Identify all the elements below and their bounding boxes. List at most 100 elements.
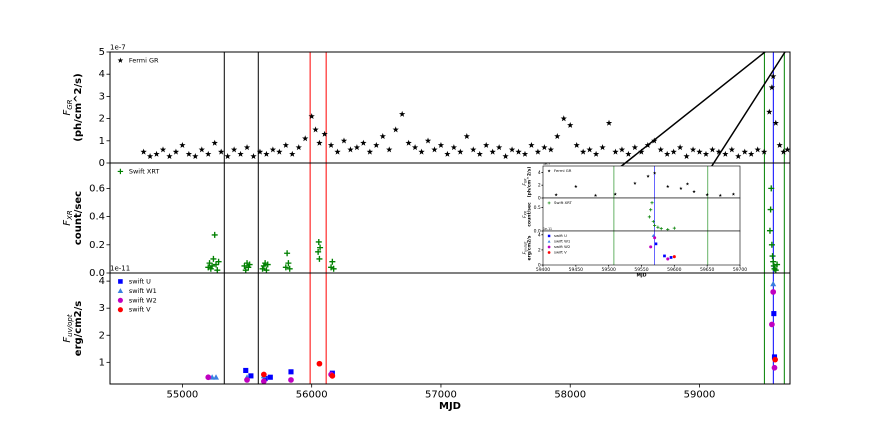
circle-marker	[329, 373, 336, 379]
plus-marker	[210, 255, 217, 262]
star-marker	[450, 144, 458, 151]
legend-label: swift W2	[129, 296, 157, 304]
star-marker	[424, 137, 432, 144]
circle-marker	[672, 255, 676, 259]
square-marker	[547, 234, 551, 238]
square-marker	[663, 254, 666, 258]
y-tick-label: 4	[538, 232, 541, 238]
legend-label: Fermi GR	[129, 56, 159, 64]
x-tick-label: 59400	[536, 267, 550, 273]
star-marker	[692, 189, 696, 194]
star-marker	[179, 141, 186, 148]
star-marker	[224, 153, 231, 160]
panel-frame	[109, 272, 791, 385]
plus-marker	[211, 231, 218, 238]
plus-marker	[330, 265, 337, 272]
star-marker	[605, 119, 613, 126]
plus-marker	[315, 248, 322, 255]
star-marker	[263, 150, 270, 157]
star-marker	[515, 148, 522, 155]
circle-marker	[666, 257, 670, 261]
circle-marker	[771, 364, 778, 371]
y-axis-label: (ph/cm^2/s)	[73, 73, 84, 141]
plus-marker	[666, 227, 670, 232]
star-marker	[353, 144, 361, 151]
star-marker	[761, 148, 768, 155]
star-marker	[117, 57, 124, 63]
star-marker	[508, 146, 516, 153]
x-tick-label: 58000	[554, 390, 586, 401]
legend-label: swift U	[129, 277, 151, 285]
plus-marker	[284, 250, 291, 257]
circle-marker	[772, 356, 778, 363]
star-marker	[646, 174, 650, 178]
star-marker	[696, 148, 703, 155]
circle-marker	[117, 307, 123, 313]
plus-marker	[264, 261, 271, 268]
star-marker	[685, 182, 690, 186]
y-axis-symbol: F	[522, 183, 528, 186]
circle-marker	[288, 377, 294, 383]
star-marker	[437, 141, 445, 148]
star-marker	[289, 150, 296, 157]
star-marker	[386, 146, 393, 153]
star-marker	[528, 141, 535, 148]
star-marker	[541, 144, 548, 151]
square-marker	[288, 369, 294, 375]
star-marker	[784, 146, 791, 153]
star-marker	[166, 153, 173, 160]
star-marker	[153, 150, 160, 157]
y-offset-label: 1e-11	[110, 265, 130, 273]
star-marker	[269, 146, 277, 153]
legend-label: swift V	[554, 249, 567, 254]
square-marker	[243, 367, 249, 374]
y-offset-label: 1e-7	[110, 44, 126, 52]
legend-label: Swift XRT	[554, 200, 572, 205]
star-marker	[780, 148, 787, 155]
star-marker	[366, 148, 373, 155]
star-marker	[593, 193, 598, 197]
y-tick-label: 0.0	[89, 268, 105, 279]
y-axis-label: Fuv/opt	[522, 241, 528, 254]
star-marker	[702, 150, 710, 157]
star-marker	[146, 153, 154, 160]
square-marker	[654, 242, 658, 246]
star-marker	[766, 108, 773, 115]
star-marker	[405, 139, 412, 146]
x-tick-label: 59450	[569, 267, 583, 273]
legend-label: swift W2	[554, 244, 571, 249]
y-tick-label: 2	[99, 114, 105, 125]
legend-label: swift U	[554, 233, 567, 238]
star-marker	[340, 137, 348, 144]
circle-marker	[547, 251, 551, 254]
y-tick-label: 3	[99, 303, 105, 314]
circle-marker	[260, 371, 267, 378]
x-tick-label: 59000	[684, 390, 716, 401]
plus-marker	[260, 262, 267, 269]
plus-marker	[117, 168, 124, 175]
x-axis-label: MJD	[637, 272, 647, 278]
y-tick-label: 3	[99, 91, 105, 102]
y-tick-label: 0.5	[534, 205, 541, 211]
star-marker	[230, 146, 238, 153]
y-tick-label: 0.4	[89, 212, 105, 223]
star-marker	[256, 148, 264, 155]
y-tick-label: 5	[99, 47, 105, 58]
star-marker	[302, 135, 309, 142]
y-axis-label: count/sec	[527, 202, 533, 227]
star-marker	[728, 146, 735, 153]
star-marker	[316, 139, 323, 146]
star-marker	[683, 153, 690, 160]
star-marker	[772, 119, 779, 126]
inset-connector	[707, 51, 786, 173]
y-axis-label: FGR	[62, 99, 74, 115]
star-marker	[211, 139, 218, 146]
plus-marker	[767, 206, 774, 213]
circle-marker	[547, 245, 551, 249]
star-marker	[250, 153, 257, 160]
star-marker	[689, 146, 697, 153]
circle-marker	[769, 321, 775, 328]
plus-marker	[651, 219, 655, 224]
star-marker	[547, 169, 551, 173]
